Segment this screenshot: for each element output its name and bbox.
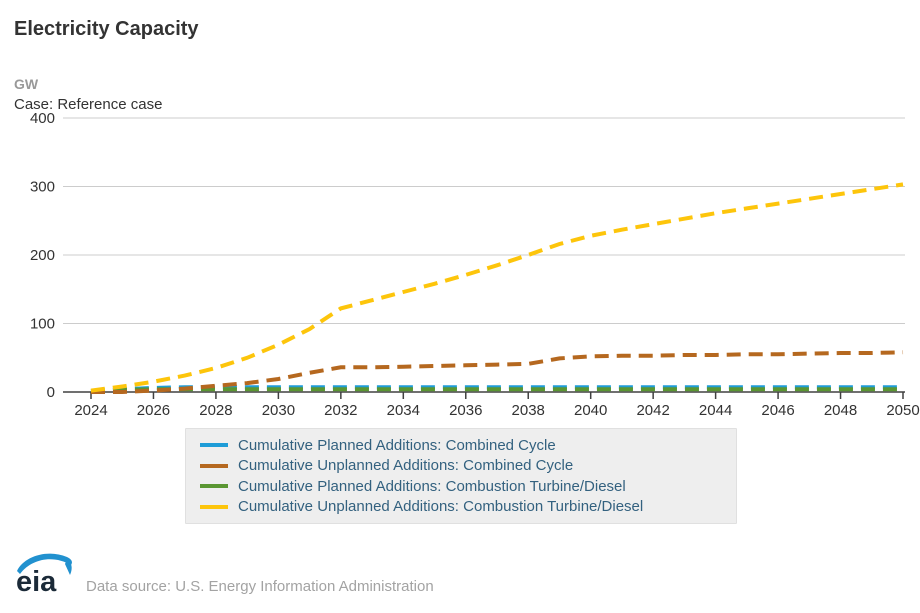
data-source-text: Data source: U.S. Energy Information Adm… bbox=[86, 578, 434, 595]
legend-item[interactable]: Cumulative Unplanned Additions: Combined… bbox=[200, 456, 722, 477]
x-tick-label: 2050 bbox=[886, 402, 919, 419]
x-tick-label: 2036 bbox=[449, 402, 482, 419]
case-label: Case: Reference case bbox=[14, 96, 163, 113]
y-tick-label: 0 bbox=[47, 384, 55, 401]
eia-logo-icon: eia bbox=[14, 550, 76, 602]
x-tick-label: 2038 bbox=[512, 402, 545, 419]
x-tick-label: 2030 bbox=[262, 402, 295, 419]
series-line bbox=[91, 350, 904, 394]
y-tick-label: 100 bbox=[30, 316, 55, 333]
chart-footer: eia Data source: U.S. Energy Information… bbox=[14, 550, 914, 605]
x-tick-label: 2042 bbox=[636, 402, 669, 419]
y-tick-label: 400 bbox=[30, 110, 55, 127]
x-tick-label: 2034 bbox=[387, 402, 420, 419]
chart-legend: Cumulative Planned Additions: Combined C… bbox=[185, 428, 737, 524]
legend-swatch bbox=[200, 443, 228, 448]
legend-item[interactable]: Cumulative Planned Additions: Combined C… bbox=[200, 435, 722, 456]
legend-swatch bbox=[200, 504, 228, 509]
series-line bbox=[90, 182, 904, 393]
x-tick-label: 2046 bbox=[761, 402, 794, 419]
x-tick-label: 2026 bbox=[137, 402, 170, 419]
legend-item-label: Cumulative Unplanned Additions: Combined… bbox=[238, 457, 574, 475]
legend-item-label: Cumulative Planned Additions: Combustion… bbox=[238, 477, 626, 495]
x-tick-label: 2040 bbox=[574, 402, 607, 419]
x-tick-label: 2048 bbox=[824, 402, 857, 419]
legend-item-label: Cumulative Unplanned Additions: Combusti… bbox=[238, 498, 644, 516]
legend-swatch bbox=[200, 463, 228, 468]
legend-item[interactable]: Cumulative Unplanned Additions: Combusti… bbox=[200, 497, 722, 518]
series-line bbox=[90, 385, 903, 394]
series-line bbox=[90, 387, 903, 394]
x-tick-label: 2032 bbox=[324, 402, 357, 419]
legend-item[interactable]: Cumulative Planned Additions: Combustion… bbox=[200, 476, 722, 497]
legend-swatch bbox=[200, 484, 228, 489]
x-tick-label: 2028 bbox=[199, 402, 232, 419]
page-title: Electricity Capacity bbox=[14, 18, 199, 40]
y-tick-label: 300 bbox=[30, 179, 55, 196]
x-tick-label: 2044 bbox=[699, 402, 732, 419]
legend-item-label: Cumulative Planned Additions: Combined C… bbox=[238, 436, 556, 454]
eia-logo-swoosh-tail bbox=[65, 559, 72, 575]
y-tick-label: 200 bbox=[30, 247, 55, 264]
y-axis-unit-label: GW bbox=[14, 76, 39, 92]
eia-logo-text: eia bbox=[16, 566, 57, 598]
eia-logo-swoosh bbox=[17, 553, 72, 574]
x-tick-label: 2024 bbox=[74, 402, 107, 419]
